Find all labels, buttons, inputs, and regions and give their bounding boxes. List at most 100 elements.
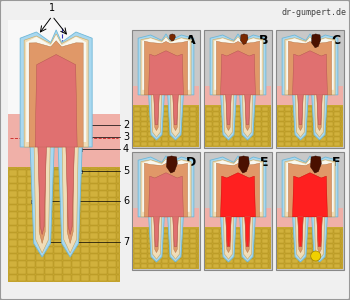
Bar — [81, 219, 89, 225]
Bar — [27, 233, 35, 239]
Bar — [81, 212, 89, 218]
Bar — [90, 254, 98, 260]
Bar — [234, 239, 240, 243]
Bar — [162, 107, 168, 111]
Bar — [108, 247, 116, 253]
Bar — [81, 240, 89, 246]
Bar — [63, 254, 71, 260]
Bar — [117, 254, 119, 260]
Bar — [90, 261, 98, 267]
Bar — [117, 268, 119, 274]
Bar — [306, 122, 312, 126]
Bar — [278, 132, 284, 136]
Bar — [292, 127, 298, 131]
Bar — [45, 168, 53, 169]
Bar — [292, 254, 298, 258]
Bar — [278, 137, 284, 141]
Bar — [220, 132, 226, 136]
Bar — [248, 239, 254, 243]
Bar — [63, 177, 71, 183]
Bar — [8, 167, 120, 282]
Bar — [108, 198, 116, 204]
Bar — [227, 117, 233, 121]
Bar — [262, 117, 268, 121]
Bar — [285, 244, 291, 248]
Bar — [299, 229, 305, 233]
Bar — [155, 137, 161, 141]
Bar — [133, 85, 199, 104]
Bar — [205, 227, 271, 269]
Bar — [320, 132, 326, 136]
Bar — [18, 184, 26, 190]
Bar — [341, 137, 342, 141]
Bar — [169, 249, 175, 253]
Bar — [81, 233, 89, 239]
Bar — [45, 170, 53, 176]
Bar — [90, 233, 98, 239]
Bar — [320, 137, 326, 141]
Bar — [306, 254, 312, 258]
Bar — [285, 264, 291, 268]
Bar — [72, 261, 80, 267]
Bar — [117, 261, 119, 267]
Bar — [248, 122, 254, 126]
Bar — [234, 142, 240, 146]
Bar — [134, 122, 140, 126]
Bar — [54, 233, 62, 239]
Bar — [269, 127, 270, 131]
Bar — [99, 219, 107, 225]
Bar — [213, 249, 219, 253]
Bar — [227, 234, 233, 238]
Bar — [320, 112, 326, 116]
Bar — [81, 184, 89, 190]
Bar — [334, 249, 340, 253]
Bar — [306, 127, 312, 131]
Text: 3: 3 — [123, 132, 129, 142]
Bar — [63, 247, 71, 253]
Bar — [90, 168, 98, 169]
Bar — [117, 226, 119, 232]
Bar — [206, 264, 212, 268]
Bar — [72, 168, 80, 169]
Bar — [9, 261, 17, 267]
Polygon shape — [138, 156, 194, 262]
Polygon shape — [285, 159, 335, 259]
Bar — [320, 122, 326, 126]
Bar — [27, 205, 35, 211]
Bar — [341, 127, 342, 131]
Polygon shape — [24, 34, 88, 253]
Bar — [148, 259, 154, 263]
Text: 4: 4 — [123, 144, 129, 154]
Bar — [255, 259, 261, 263]
Polygon shape — [20, 30, 92, 257]
Bar — [183, 249, 189, 253]
Bar — [18, 198, 26, 204]
Bar — [108, 212, 116, 218]
Bar — [90, 268, 98, 274]
Bar — [299, 132, 305, 136]
Bar — [327, 254, 333, 258]
Bar — [99, 275, 107, 281]
Bar — [63, 184, 71, 190]
Bar — [248, 137, 254, 141]
Bar — [197, 122, 198, 126]
Bar — [155, 117, 161, 121]
Bar — [277, 85, 343, 104]
Bar — [248, 234, 254, 238]
Bar — [54, 268, 62, 274]
Bar — [27, 226, 35, 232]
Bar — [220, 117, 226, 121]
Bar — [183, 142, 189, 146]
Bar — [262, 259, 268, 263]
Bar — [262, 122, 268, 126]
Bar — [241, 229, 247, 233]
Bar — [334, 127, 340, 131]
Bar — [299, 264, 305, 268]
Bar — [45, 205, 53, 211]
Bar — [197, 234, 198, 238]
Bar — [241, 239, 247, 243]
Bar — [99, 191, 107, 197]
Bar — [9, 268, 17, 274]
Bar — [134, 137, 140, 141]
Bar — [227, 137, 233, 141]
